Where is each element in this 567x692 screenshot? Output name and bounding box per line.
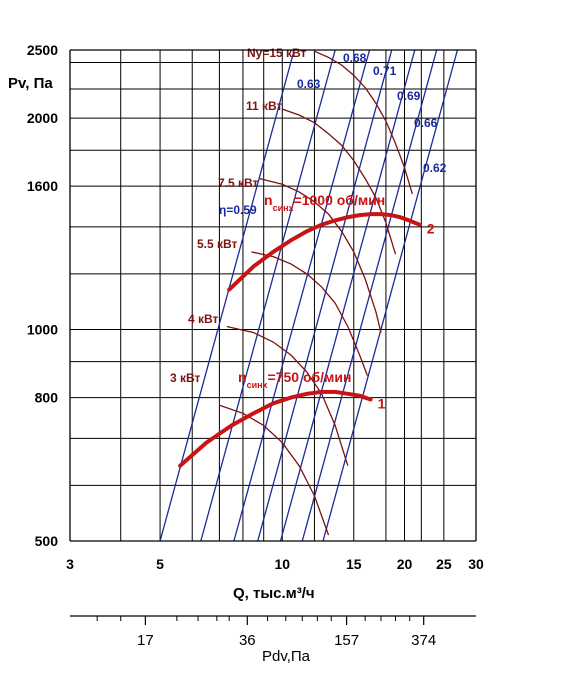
x-tick-label: 15 — [346, 556, 362, 572]
efficiency-line — [233, 49, 371, 542]
efficiency-label: 0.69 — [397, 89, 421, 103]
pdv-tick-label: 36 — [239, 632, 256, 649]
y-tick-label: 500 — [35, 533, 59, 549]
power-line — [282, 108, 397, 255]
efficiency-lines: η=0.59 0.63 0.68 0.710.69 0.66 0.62 — [159, 49, 459, 542]
x-tick-label: 3 — [66, 556, 74, 572]
speed-label-n: n — [264, 192, 273, 208]
speed-label: nсинх=1000 об/мин — [264, 192, 385, 213]
power-label: 4 кВт — [188, 312, 219, 326]
y-tick-label: 800 — [35, 390, 59, 406]
power-line — [251, 251, 369, 376]
efficiency-label: 0.62 — [423, 161, 447, 175]
power-line — [314, 50, 413, 195]
speed-label-rest: =1000 об/мин — [294, 192, 386, 208]
x-tick-label: 25 — [436, 556, 452, 572]
efficiency-label: 0.71 — [373, 64, 397, 78]
x-tick-label: 20 — [397, 556, 413, 572]
efficiency-label: 0.63 — [297, 77, 321, 91]
x-axis-title-text: Q, тыс.м³/ч — [233, 585, 315, 602]
speed-curve-end-label: 1 — [378, 396, 386, 412]
pdv-tick-label: 17 — [137, 632, 154, 649]
speed-curve-end-label: 2 — [427, 221, 435, 237]
speed-label-sub: синх — [247, 380, 268, 390]
plot-frame — [69, 49, 477, 542]
efficiency-label: 0.66 — [414, 116, 438, 130]
tick-labels: 3 5 10 15 20 25 30 500 800 1000 1600 2000 2500 — [27, 42, 484, 572]
power-label: 11 кВт — [246, 99, 283, 113]
y-tick-label: 1000 — [27, 322, 58, 338]
x-tick-label: 5 — [156, 556, 164, 572]
efficiency-line — [200, 49, 336, 542]
power-line — [226, 325, 349, 466]
power-line — [219, 404, 330, 536]
power-label: 3 кВт — [170, 371, 201, 385]
efficiency-label: 0.68 — [343, 51, 367, 65]
x-axis-title: Q, тыс.м³/ч — [233, 585, 315, 602]
efficiency-line — [301, 49, 438, 542]
power-label: Ny=15 кВт — [247, 46, 307, 60]
y-axis-title: Pv, Па — [8, 75, 53, 92]
x-tick-label: 10 — [274, 556, 290, 572]
pdv-tick-label: 374 — [411, 632, 436, 649]
speed-label-sub: синх — [273, 203, 294, 213]
efficiency-line — [257, 49, 393, 542]
power-label: 5.5 кВт — [197, 237, 238, 251]
pdv-title: Pdv,Па — [262, 648, 311, 665]
speed-curve — [178, 389, 373, 468]
speed-curve — [227, 212, 422, 292]
speed-label-n: n — [238, 369, 247, 385]
y-tick-label: 2000 — [27, 110, 58, 126]
efficiency-label: η=0.59 — [219, 203, 257, 217]
speed-label-rest: =750 об/мин — [268, 369, 352, 385]
efficiency-line — [279, 49, 416, 542]
pdv-tick-label: 157 — [334, 632, 359, 649]
y-tick-label: 2500 — [27, 42, 58, 58]
power-line — [259, 177, 382, 333]
efficiency-line — [159, 49, 295, 542]
x-tick-label: 30 — [468, 556, 484, 572]
power-lines: 3 кВт 4 кВт 5.5 кВт 7.5 кВт 11 кВт Ny=15 кВт — [170, 46, 413, 536]
y-tick-label: 1600 — [27, 178, 58, 194]
power-label: 7.5 кВт — [218, 176, 259, 190]
speed-label: nсинх=750 об/мин — [238, 369, 351, 390]
pdv-scale: 17 36 157 374 — [70, 615, 476, 649]
